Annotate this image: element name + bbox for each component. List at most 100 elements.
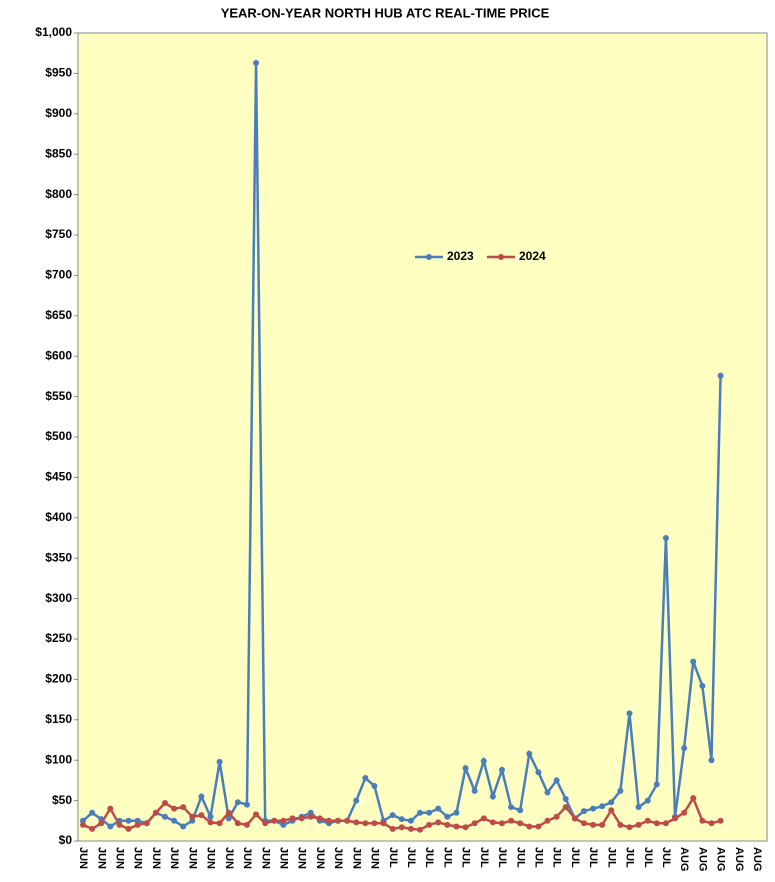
data-point: [435, 805, 442, 812]
data-point: [580, 808, 587, 815]
y-tick-label: $900: [45, 106, 72, 120]
x-tick-label: AUG: [733, 847, 745, 871]
data-point: [535, 769, 542, 776]
x-tick-label: JUN: [95, 847, 107, 869]
x-tick-label: JUN: [314, 847, 326, 869]
x-tick-label: JUL: [551, 847, 563, 868]
data-point: [325, 817, 332, 824]
x-tick-label: AUG: [751, 847, 763, 871]
data-point: [562, 795, 569, 802]
x-tick-label: JUL: [514, 847, 526, 868]
data-point: [699, 817, 706, 824]
y-tick-label: $300: [45, 591, 72, 605]
data-point: [544, 817, 551, 824]
data-point: [462, 824, 469, 831]
data-point: [608, 807, 615, 814]
x-tick-label: JUN: [205, 847, 217, 869]
x-tick-label: JUL: [642, 847, 654, 868]
legend-marker: [498, 254, 504, 260]
data-point: [234, 820, 241, 827]
data-point: [371, 820, 378, 827]
x-tick-label: JUL: [532, 847, 544, 868]
data-point: [690, 795, 697, 802]
data-point: [471, 820, 478, 827]
data-point: [626, 824, 633, 831]
data-point: [271, 817, 278, 824]
x-tick-label: JUL: [387, 847, 399, 868]
data-point: [590, 821, 597, 828]
plot-area: [77, 32, 768, 842]
data-point: [216, 758, 223, 765]
x-tick-label: JUN: [296, 847, 308, 869]
data-point: [599, 821, 606, 828]
data-point: [562, 804, 569, 811]
legend-label: 2024: [519, 249, 546, 263]
y-tick-label: $700: [45, 268, 72, 282]
x-tick-label: JUL: [624, 847, 636, 868]
data-point: [480, 758, 487, 765]
data-point: [644, 817, 651, 824]
data-point: [608, 799, 615, 806]
data-point: [480, 815, 487, 822]
x-tick-label: JUN: [132, 847, 144, 869]
data-point: [107, 805, 114, 812]
x-tick-label: JUL: [660, 847, 672, 868]
x-tick-label: JUN: [332, 847, 344, 869]
data-point: [171, 805, 178, 812]
x-tick-label: JUN: [277, 847, 289, 869]
data-point: [653, 781, 660, 788]
data-point: [316, 815, 323, 822]
data-point: [161, 813, 168, 820]
data-point: [289, 815, 296, 822]
data-point: [417, 809, 423, 816]
x-tick-label: JUL: [605, 847, 617, 868]
data-point: [216, 820, 223, 827]
data-point: [171, 817, 178, 824]
data-point: [107, 823, 114, 830]
data-point: [225, 815, 232, 822]
data-point: [89, 809, 96, 816]
data-point: [243, 801, 250, 808]
y-tick-label: $400: [45, 510, 72, 524]
data-point: [453, 823, 460, 830]
y-tick-label: $100: [45, 752, 72, 766]
x-tick-label: JUL: [478, 847, 490, 868]
data-point: [635, 804, 642, 811]
x-tick-label: JUN: [259, 847, 271, 869]
x-tick-label: JUL: [423, 847, 435, 868]
data-point: [426, 821, 433, 828]
data-point: [161, 800, 168, 807]
data-point: [225, 809, 232, 816]
data-point: [672, 815, 679, 822]
y-tick-label: $750: [45, 227, 72, 241]
data-point: [644, 797, 651, 804]
y-tick-label: $50: [52, 793, 72, 807]
data-point: [708, 820, 715, 827]
data-point: [116, 821, 123, 828]
data-point: [362, 774, 369, 781]
y-tick-label: $1,000: [35, 25, 72, 39]
x-tick-label: JUN: [186, 847, 198, 869]
data-point: [89, 825, 96, 832]
data-point: [426, 809, 433, 816]
x-tick-label: JUN: [223, 847, 235, 869]
data-point: [180, 823, 187, 830]
data-point: [626, 710, 633, 717]
data-point: [243, 821, 250, 828]
data-point: [143, 820, 150, 827]
data-point: [298, 815, 305, 822]
x-tick-label: JUL: [496, 847, 508, 868]
data-point: [371, 783, 378, 790]
data-point: [125, 817, 132, 824]
data-point: [717, 372, 724, 379]
data-point: [389, 812, 396, 819]
x-tick-label: JUL: [587, 847, 599, 868]
data-point: [353, 797, 360, 804]
y-tick-label: $450: [45, 470, 72, 484]
data-point: [335, 817, 342, 824]
data-point: [253, 811, 260, 818]
x-tick-label: AUG: [678, 847, 690, 871]
data-point: [234, 799, 241, 806]
